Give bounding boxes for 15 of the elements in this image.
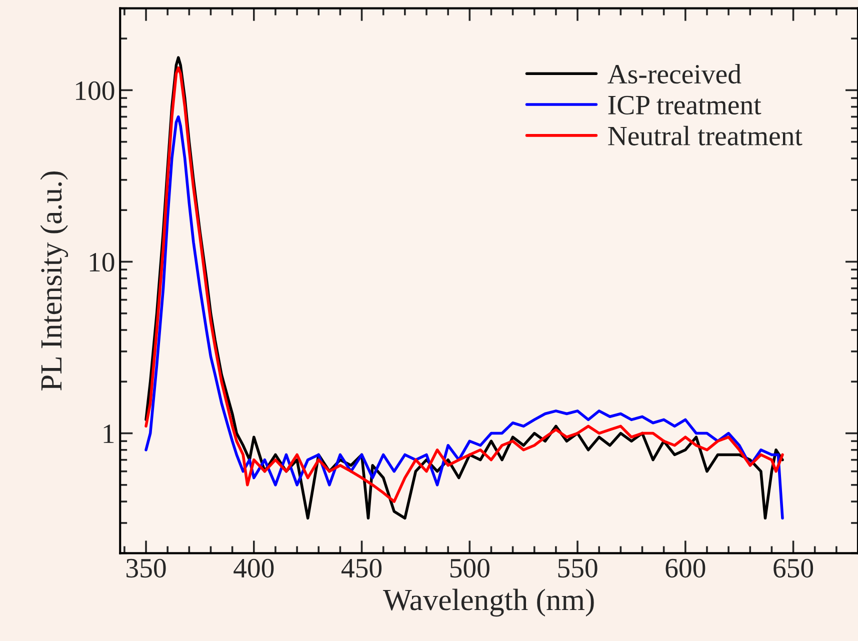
x-tick-label: 350 (126, 558, 166, 578)
legend-label: As-received (608, 64, 742, 84)
legend-label: ICP treatment (608, 96, 762, 115)
x-tick-label: 400 (234, 558, 274, 578)
y-tick-label: 10 (90, 252, 114, 272)
x-tick-label: 600 (666, 558, 706, 578)
y-tick-label: 100 (76, 81, 114, 100)
x-axis-title: Wavelength (nm) (382, 588, 594, 617)
y-tick-label: 1 (104, 424, 114, 443)
y-axis-title: PL Intensity (a.u.) (40, 172, 68, 390)
x-tick-label: 450 (341, 558, 382, 578)
legend-label: Neutral treatment (608, 126, 802, 146)
x-tick-label: 500 (450, 558, 490, 578)
x-tick-label: 650 (774, 558, 814, 578)
x-tick-label: 550 (558, 558, 598, 578)
